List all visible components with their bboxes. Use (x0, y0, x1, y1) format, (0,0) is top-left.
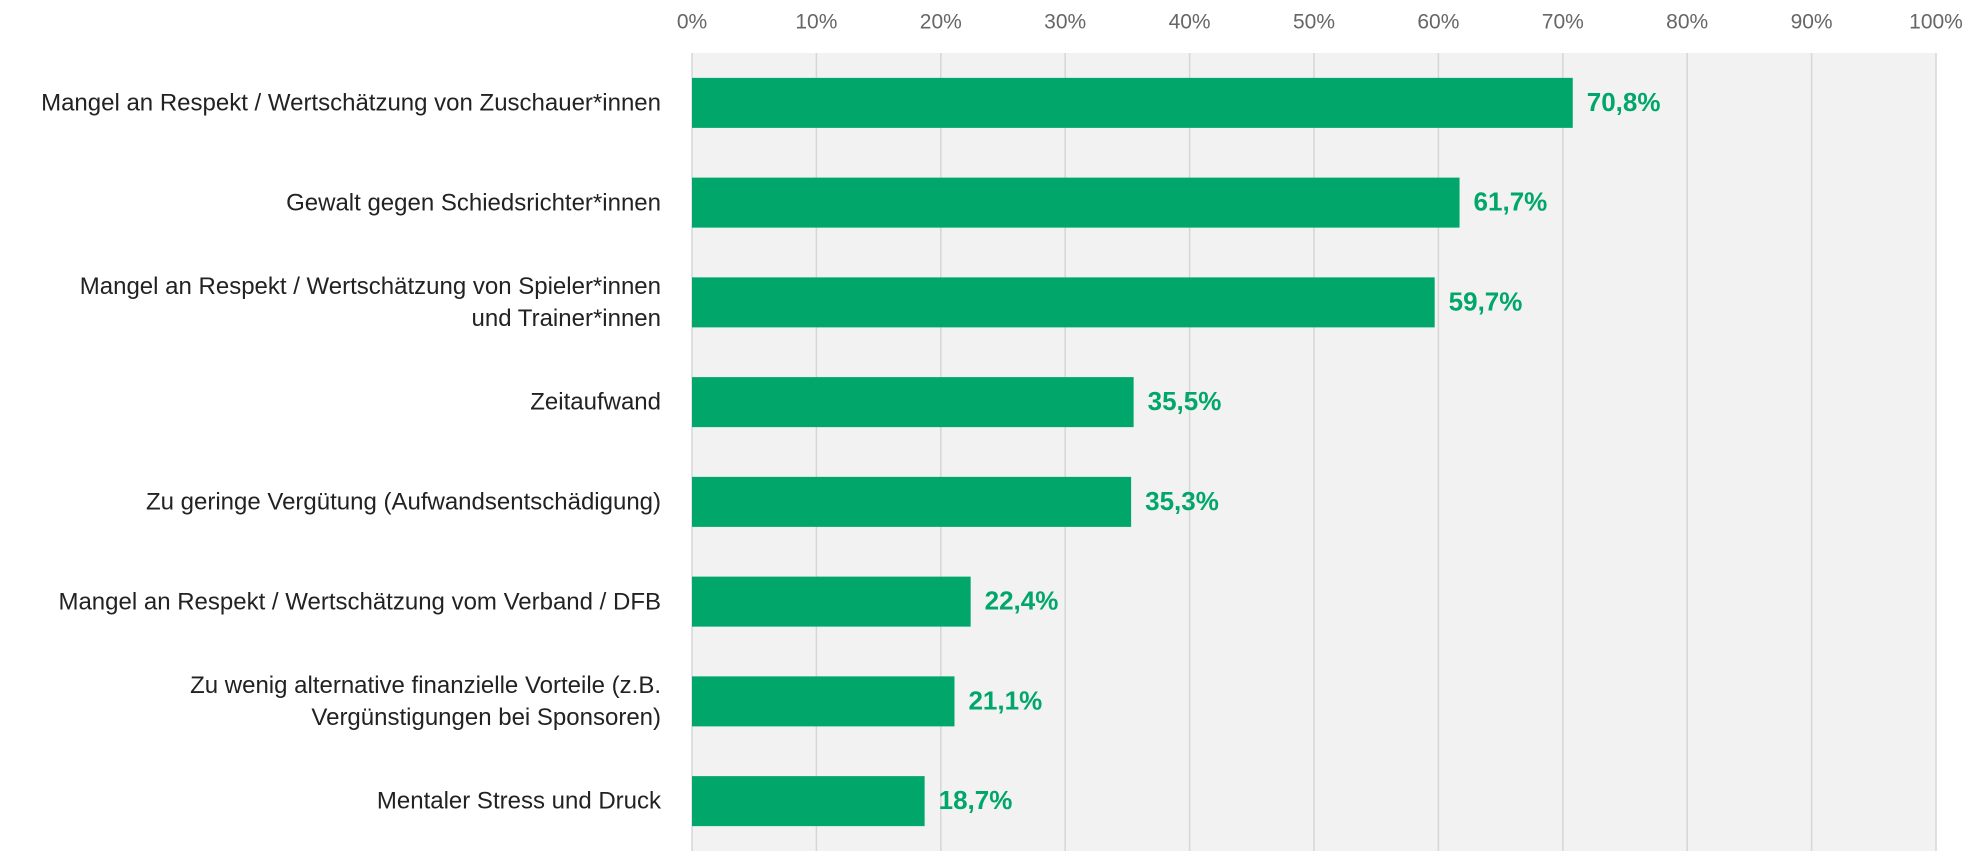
value-label: 59,7% (1449, 286, 1523, 316)
bar (692, 177, 1460, 228)
category-label: Gewalt gegen Schiedsrichter*innen (286, 189, 661, 217)
value-label: 22,4% (985, 586, 1059, 616)
bar (692, 277, 1435, 328)
category-label: Zu geringe Vergütung (Aufwandsentschädig… (145, 488, 661, 516)
x-tick-label: 80% (1666, 11, 1708, 34)
category-label: Mangel an Respekt / Wertschätzung vom Ve… (58, 588, 661, 616)
x-tick-label: 0% (677, 11, 707, 34)
bar (692, 77, 1573, 128)
value-label: 18,7% (939, 785, 1013, 815)
category-label: Zu wenig alternative finanzielle Vorteil… (190, 672, 661, 731)
category-label: Mangel an Respekt / Wertschätzung von Sp… (79, 273, 661, 332)
bar (692, 476, 1132, 527)
x-tick-label: 60% (1417, 11, 1459, 34)
x-tick-label: 50% (1293, 11, 1335, 34)
value-label: 35,3% (1145, 486, 1219, 516)
category-label: Mentaler Stress und Druck (376, 787, 661, 815)
bar (692, 776, 925, 827)
bar (692, 576, 971, 627)
x-tick-label: 70% (1542, 11, 1584, 34)
x-tick-label: 20% (920, 11, 962, 34)
x-tick-label: 90% (1791, 11, 1833, 34)
category-label: Zeitaufwand (530, 388, 661, 416)
value-label: 70,8% (1587, 87, 1661, 117)
bar (692, 377, 1134, 428)
value-label: 35,5% (1148, 386, 1222, 416)
category-label: Mangel an Respekt / Wertschätzung von Zu… (41, 89, 661, 117)
bar (692, 676, 955, 727)
x-tick-label: 30% (1044, 11, 1086, 34)
x-tick-label: 100% (1909, 11, 1963, 34)
value-label: 21,1% (968, 685, 1042, 715)
x-tick-label: 40% (1169, 11, 1211, 34)
value-label: 61,7% (1474, 187, 1548, 217)
x-tick-label: 10% (795, 11, 837, 34)
